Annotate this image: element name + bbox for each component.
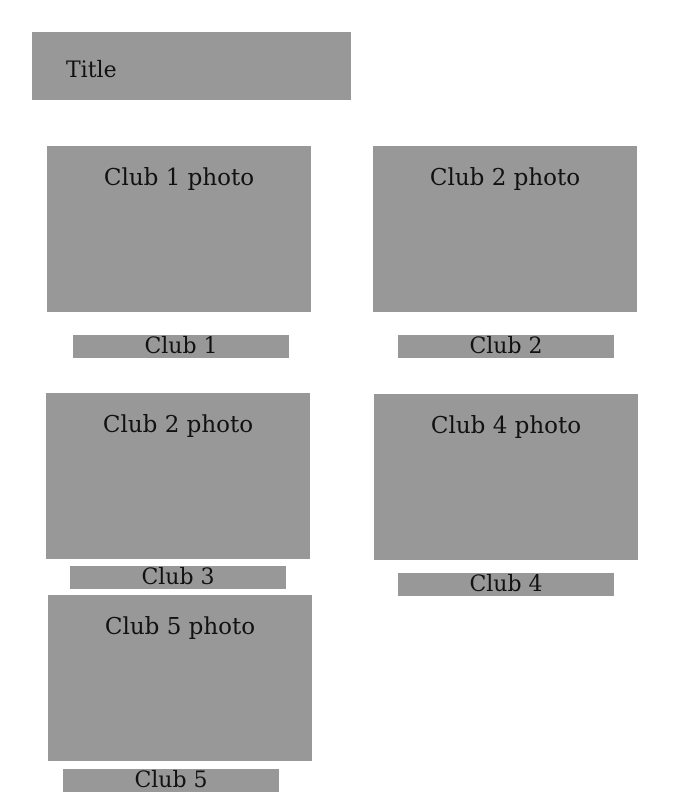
club-1-label: Club 1: [144, 333, 218, 359]
page-title: Title: [66, 58, 117, 83]
club-2-photo-label: Club 2 photo: [429, 165, 581, 191]
club-1-photo-label: Club 1 photo: [103, 165, 255, 191]
club-3-photo-placeholder: Club 2 photo: [46, 393, 310, 559]
club-3-photo-label: Club 2 photo: [102, 412, 254, 438]
club-5-photo-placeholder: Club 5 photo: [48, 595, 312, 761]
club-4-label-box: Club 4: [398, 571, 614, 597]
club-4-label: Club 4: [469, 571, 543, 597]
club-1-photo-placeholder: Club 1 photo: [47, 146, 311, 312]
club-4-photo-placeholder: Club 4 photo: [374, 394, 638, 560]
club-5-label: Club 5: [134, 767, 208, 793]
club-5-photo-label: Club 5 photo: [104, 614, 256, 640]
club-2-photo-placeholder: Club 2 photo: [373, 146, 637, 312]
club-3-label: Club 3: [141, 564, 215, 590]
club-3-label-box: Club 3: [70, 564, 286, 590]
club-2-label: Club 2: [469, 333, 543, 359]
club-5-label-box: Club 5: [63, 767, 279, 793]
club-1-label-box: Club 1: [73, 333, 289, 359]
title-box: Title: [32, 32, 351, 100]
club-2-label-box: Club 2: [398, 333, 614, 359]
club-4-photo-label: Club 4 photo: [430, 413, 582, 439]
